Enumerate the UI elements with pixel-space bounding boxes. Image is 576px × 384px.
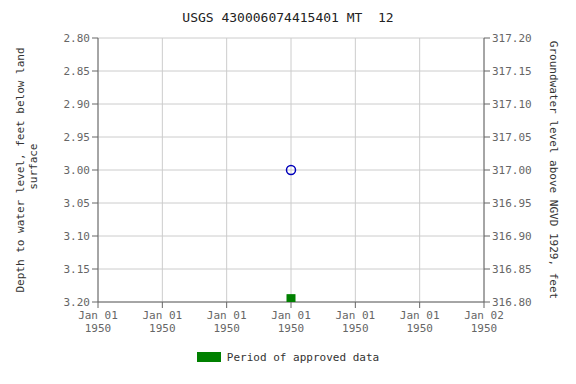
svg-text:3.15: 3.15	[64, 263, 91, 276]
svg-text:Jan 011950: Jan 011950	[271, 309, 311, 335]
svg-text:317.00: 317.00	[492, 164, 532, 177]
svg-text:Jan 011950: Jan 011950	[78, 309, 118, 335]
svg-text:316.80: 316.80	[492, 296, 532, 309]
svg-text:Depth to water level, feet bel: Depth to water level, feet below land su…	[14, 47, 40, 292]
svg-text:2.85: 2.85	[64, 65, 91, 78]
svg-text:317.15: 317.15	[492, 65, 532, 78]
html-text:Period of approved data: Period of approved data	[226, 350, 380, 364]
svg-text:Jan 011950: Jan 011950	[207, 309, 247, 335]
svg-text:Jan 011950: Jan 011950	[400, 309, 440, 335]
svg-text:316.85: 316.85	[492, 263, 532, 276]
svg-text:317.20: 317.20	[492, 32, 532, 45]
svg-text:3.05: 3.05	[64, 197, 91, 210]
svg-text:Jan 011950: Jan 011950	[142, 309, 182, 335]
svg-text:Jan 021950: Jan 021950	[464, 309, 504, 335]
svg-text:Groundwater level above NGVD 1: Groundwater level above NGVD 1929, feet	[547, 41, 560, 299]
svg-text:3.10: 3.10	[64, 230, 91, 243]
svg-text:2.95: 2.95	[64, 131, 91, 144]
svg-text:316.90: 316.90	[492, 230, 532, 243]
html-text:USGS 430006074415401 MT 12: USGS 430006074415401 MT 12	[182, 10, 394, 25]
svg-text:3.20: 3.20	[64, 296, 91, 309]
svg-text:Jan 011950: Jan 011950	[335, 309, 375, 335]
svg-text:317.05: 317.05	[492, 131, 532, 144]
svg-text:317.10: 317.10	[492, 98, 532, 111]
svg-text:2.90: 2.90	[64, 98, 91, 111]
svg-text:3.00: 3.00	[64, 164, 91, 177]
svg-text:316.95: 316.95	[492, 197, 532, 210]
svg-text:2.80: 2.80	[64, 32, 91, 45]
